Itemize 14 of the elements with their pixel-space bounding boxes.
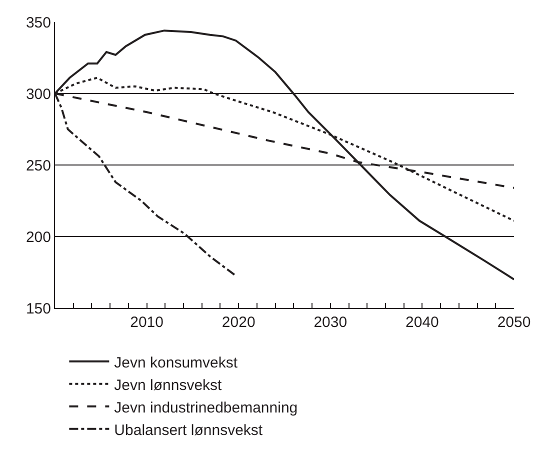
legend-label: Jevn konsumvekst (114, 354, 238, 372)
x-tick-label: 2040 (406, 314, 439, 331)
y-tick-label: 300 (26, 86, 51, 103)
y-tick-label: 150 (26, 300, 51, 318)
legend-label: Ubalansert lønnsvekst (114, 422, 264, 439)
x-tick-label: 2050 (497, 314, 531, 331)
y-tick-label: 350 (26, 14, 51, 32)
x-tick-label: 2010 (130, 314, 164, 331)
legend-label: Jevn lønnsvekst (114, 376, 223, 394)
x-tick-label: 2020 (222, 314, 256, 331)
x-tick-label: 2030 (314, 314, 348, 331)
y-tick-label: 200 (26, 228, 51, 246)
y-tick-label: 250 (26, 157, 51, 174)
legend-label: Jevn industrinedbemanning (114, 399, 298, 416)
